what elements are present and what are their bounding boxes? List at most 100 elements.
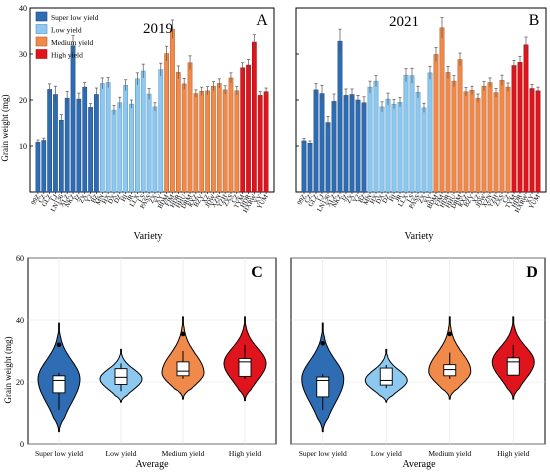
bar-dz: [117, 102, 123, 193]
x-tick-label: JZ: [73, 194, 82, 203]
legend-label-3: Medium yield: [51, 38, 94, 47]
panel-a-x-axis: 99ZCZGLZLJLN136XLZNKZJZZXY2BZMNHXDXDZHIJ…: [30, 192, 270, 214]
x-tick-label: JR: [126, 193, 136, 203]
bar-zxs: [228, 77, 234, 193]
bar-drm: [457, 59, 463, 193]
bar-jdw: [481, 85, 487, 193]
bar-cz: [234, 90, 240, 193]
panel-c-xlabel: Average: [135, 459, 169, 470]
legend-label-4: High yield: [51, 51, 83, 60]
bar-zx: [152, 106, 158, 193]
panel-b: 99ZCZGLZLJLN136XLZNKZJZZXY2BZMNHXDXDZHIJ…: [295, 7, 547, 214]
bar-jr: [129, 103, 134, 193]
x-tick-label: LS: [137, 193, 147, 203]
x-tick-label: JR: [394, 193, 404, 203]
x-tick-label-low-yield: Low yield: [105, 449, 136, 458]
panel-a-year: 2019: [143, 21, 173, 37]
y-tick-label-20: 20: [16, 378, 24, 387]
bar-dx: [379, 106, 385, 193]
bar-bz: [94, 94, 99, 193]
bar-jz: [76, 98, 82, 193]
panel-c-ylabel: Grain weight (mg): [3, 337, 13, 404]
bar-tym: [511, 65, 517, 193]
x-tick-label: CZ: [230, 194, 240, 205]
x-tick-label: MN: [95, 193, 106, 206]
bar-99z: [35, 142, 41, 193]
panel-b-letter: B: [529, 12, 540, 29]
bar-dx: [111, 109, 117, 193]
bar-xy: [158, 69, 164, 193]
bar-y2: [88, 107, 93, 193]
bar-yum: [263, 91, 269, 193]
bar-hxrw: [523, 44, 529, 193]
legend-label-2: Low yield: [51, 26, 82, 35]
x-tick-label: ZX: [417, 193, 428, 204]
box-super-low-yield: [52, 375, 66, 394]
y-tick-label-60: 60: [16, 254, 24, 263]
y-tick-label-40: 40: [16, 316, 24, 325]
bar-xlz: [331, 101, 337, 193]
panel-d-letter: D: [526, 264, 538, 281]
bar-drm: [187, 62, 193, 193]
bar-ln136: [58, 119, 64, 193]
x-tick-label: LS: [406, 193, 416, 203]
bar-rxz: [193, 93, 199, 193]
bar-hx: [373, 80, 379, 193]
x-tick-label-super-low-yield: Super low yield: [299, 449, 347, 458]
panel-c-y-axis: 0 20 40 60: [16, 254, 24, 449]
bar-xy: [529, 88, 535, 193]
box-high-yield: [238, 357, 252, 377]
bar-bdm: [433, 54, 439, 193]
bar-hhu: [181, 83, 187, 193]
y-tick-label-20: 20: [19, 96, 27, 105]
bar-lj: [319, 93, 325, 193]
bar-cz: [41, 140, 47, 193]
panel-c-x-axis: Super low yield Low yield Medium yield High…: [35, 449, 261, 458]
box-super-low-yield: [316, 376, 330, 398]
x-tick-label: DX: [107, 193, 118, 205]
x-tick-label: HX: [101, 193, 112, 205]
x-tick-label: DZ: [381, 194, 391, 205]
outlier-super-low-yield: [320, 340, 326, 346]
legend-label-1: Super low yield: [51, 13, 99, 22]
x-tick-label: Y2: [352, 194, 362, 204]
box-low-yield: [379, 367, 393, 386]
bar-y2: [355, 99, 361, 193]
bar-hdr: [445, 72, 451, 193]
x-tick-label-low-yield: Low yield: [371, 449, 402, 458]
legend: Super low yield Low yield Medium yield High…: [35, 11, 99, 60]
bar-jz: [343, 95, 349, 193]
panel-c: 0 20 40 60 Super low yield Low yield Medium y…: [3, 254, 277, 470]
outlier-medium-yield: [180, 331, 186, 337]
bar-xzn: [487, 82, 493, 193]
panel-d-violins: [301, 316, 535, 433]
outlier-super-low-yield: [56, 342, 62, 348]
panel-d-x-axis: Super low yield Low yield Medium yield High…: [299, 449, 530, 458]
panel-c-letter: C: [251, 264, 263, 281]
x-tick-label: XZ: [201, 194, 211, 205]
panel-d: Super low yield Low yield Medium yield High…: [290, 257, 546, 470]
panel-b-bars: [301, 17, 541, 193]
bar-glz: [47, 89, 52, 193]
bar-hx: [105, 82, 111, 193]
bar-glz: [313, 89, 319, 193]
x-tick-label: LJ: [316, 193, 326, 203]
bar-hi: [123, 85, 129, 193]
x-tick-label: JZ: [340, 194, 349, 203]
box-low-yield: [114, 368, 128, 385]
bar-hxrw: [252, 41, 257, 193]
bar-cz: [505, 86, 511, 193]
panel-b-y-axis: [296, 7, 299, 147]
panel-a-letter: A: [256, 12, 268, 29]
bar-xzn: [216, 83, 222, 193]
x-tick-label: XY: [253, 193, 264, 205]
x-tick-label: MN: [362, 193, 373, 206]
bar-hi: [391, 103, 397, 193]
bar-hdr: [517, 62, 523, 193]
bar-dz: [385, 98, 391, 193]
bar-lj: [53, 94, 58, 193]
bar-bzy: [199, 91, 205, 193]
x-tick-label-medium-yield: Medium yield: [162, 449, 205, 458]
x-tick-label: Y2: [84, 194, 94, 204]
